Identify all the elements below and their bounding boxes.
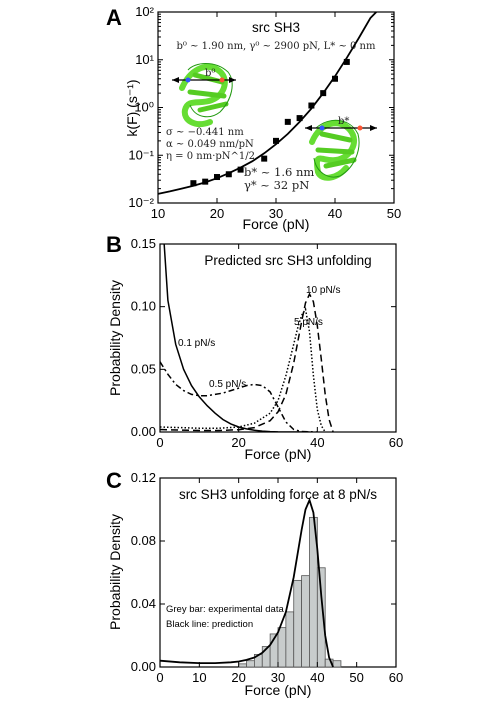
- x-tick-label: 50: [387, 206, 401, 221]
- panel-b: 0 20 40 60 0.00 0.05 0.10 0.15 Predicted src SH…: [107, 236, 404, 462]
- panel-a-title: src SH3: [252, 20, 300, 35]
- y-tick-label: 0.05: [131, 361, 156, 376]
- x-tick-label: 40: [328, 206, 342, 221]
- y-tick-label: 0.04: [131, 596, 156, 611]
- terminus-dot-bottom-right: [357, 125, 363, 131]
- panel-a-ylabel: k(F) (s⁻¹): [124, 79, 140, 136]
- histogram-bar: [285, 611, 295, 668]
- param-sigma: σ ~ −0.441 nm: [166, 127, 244, 138]
- series-curve: [160, 292, 334, 432]
- inset-label-bstar: b*: [338, 116, 349, 127]
- param-eta: η = 0 nm·pN^1/2: [166, 151, 255, 162]
- y-tick-label: 0.00: [131, 659, 156, 674]
- inset-label-b0: b⁰: [205, 68, 215, 79]
- panel-c: 0 10 20 30 40 50 60 0.00 0.04 0.08 0.12 src SH3 un…: [107, 470, 403, 698]
- data-point: [296, 115, 303, 122]
- y-tick-label: 0.10: [131, 299, 156, 314]
- data-point: [284, 118, 291, 125]
- arrow-heads-top: [172, 77, 236, 83]
- y-tick-label: 10⁰: [134, 100, 154, 115]
- y-tick-label: 10²: [135, 4, 154, 19]
- x-tick-label: 10: [192, 670, 206, 685]
- param-gammastar: γ* ~ 32 pN: [244, 178, 309, 192]
- protein-structure-insets: b⁰ b*: [172, 63, 377, 181]
- panel-c-xlabel: Force (pN): [245, 682, 312, 698]
- y-tick-label: 10⁻¹: [128, 147, 154, 162]
- terminus-dot-top-left: [185, 77, 191, 83]
- panel-b-ylabel: Probability Density: [107, 280, 123, 396]
- histogram-bar: [246, 660, 255, 668]
- legend-grey-bar: Grey bar: experimental data: [166, 604, 284, 615]
- data-point: [320, 90, 327, 97]
- param-alpha: α ~ 0.049 nm/pN: [166, 139, 254, 150]
- series-curve: [160, 361, 318, 432]
- y-tick-label: 0.00: [131, 424, 156, 439]
- panel-a: 10 20 30 40 50 10⁻² 10⁻¹ 10⁰ 10¹ 10² b⁰: [124, 4, 401, 232]
- terminus-dot-bottom-left: [319, 125, 325, 131]
- panel-a-xlabel: Force (pN): [243, 216, 310, 232]
- y-tick-label: 0.08: [131, 533, 156, 548]
- histogram-bar: [316, 567, 326, 668]
- protein-ribbon-bottom: [309, 119, 360, 181]
- x-tick-label: 40: [310, 435, 324, 450]
- panel-a-ticks: 10 20 30 40 50 10⁻² 10⁻¹ 10⁰ 10¹ 10²: [128, 4, 401, 221]
- x-tick-label: 40: [310, 670, 324, 685]
- panel-letter-a: A: [106, 5, 122, 30]
- panel-letter-c: C: [106, 468, 122, 493]
- histogram-bar: [293, 579, 303, 668]
- prediction-curve: [159, 497, 334, 668]
- panel-c-prediction-line: [159, 497, 334, 668]
- panel-c-title: src SH3 unfolding force at 8 pN/s: [179, 487, 377, 502]
- data-point: [273, 137, 279, 144]
- x-tick-label: 0: [156, 670, 163, 685]
- panel-c-ylabel: Probability Density: [107, 514, 123, 630]
- data-point: [202, 178, 209, 185]
- x-tick-label: 50: [349, 670, 363, 685]
- data-point: [237, 166, 244, 173]
- series-label-0-1: 0.1 pN/s: [178, 338, 215, 349]
- x-tick-label: 60: [389, 670, 403, 685]
- data-point: [190, 180, 197, 187]
- x-tick-label: 20: [231, 435, 245, 450]
- series-curve: [163, 244, 310, 432]
- series-label-0-5: 0.5 pN/s: [209, 379, 246, 390]
- y-tick-label: 10¹: [135, 52, 154, 67]
- histogram-bar: [238, 663, 247, 668]
- panel-a-subtitle: b⁰ ~ 1.90 nm, γ⁰ ~ 2900 pN, L* ~ 0 nm: [177, 41, 376, 52]
- histogram-bar: [332, 660, 342, 668]
- panel-c-ticks: 0 10 20 30 40 50 60 0.00 0.04 0.08 0.12: [131, 470, 404, 685]
- legend-black-line: Black line: prediction: [166, 619, 253, 630]
- data-point: [343, 58, 350, 65]
- y-tick-label: 0.12: [131, 470, 156, 485]
- x-tick-label: 0: [156, 435, 163, 450]
- data-point: [261, 155, 268, 162]
- x-tick-label: 30: [269, 206, 283, 221]
- param-bstar: b* ~ 1.6 nm: [244, 165, 314, 179]
- x-tick-label: 20: [231, 670, 245, 685]
- panel-b-title: Predicted src SH3 unfolding: [204, 253, 371, 268]
- x-tick-label: 20: [210, 206, 224, 221]
- y-tick-label: 10⁻²: [128, 195, 154, 210]
- data-point: [225, 171, 232, 178]
- y-tick-label: 0.15: [131, 236, 156, 251]
- histogram-bar: [277, 627, 287, 668]
- series-label-10: 10 pN/s: [306, 285, 340, 296]
- terminus-dot-top-right: [219, 77, 225, 83]
- panel-b-xlabel: Force (pN): [245, 446, 312, 462]
- protein-ribbon-top: [179, 63, 233, 128]
- data-point: [332, 75, 338, 82]
- panel-a-data-points: [190, 58, 350, 187]
- panel-b-curves: [160, 244, 334, 432]
- data-point: [308, 102, 315, 109]
- panel-b-ticks: 0 20 40 60 0.00 0.05 0.10 0.15: [131, 236, 404, 450]
- histogram-bar: [301, 575, 310, 668]
- panel-c-histogram: [238, 516, 342, 668]
- series-label-5: 5 pN/s: [294, 317, 323, 328]
- panel-letter-b: B: [106, 232, 122, 257]
- x-tick-label: 60: [389, 435, 403, 450]
- data-point: [214, 174, 220, 181]
- x-tick-label: 10: [151, 206, 165, 221]
- x-tick-label: 30: [271, 670, 285, 685]
